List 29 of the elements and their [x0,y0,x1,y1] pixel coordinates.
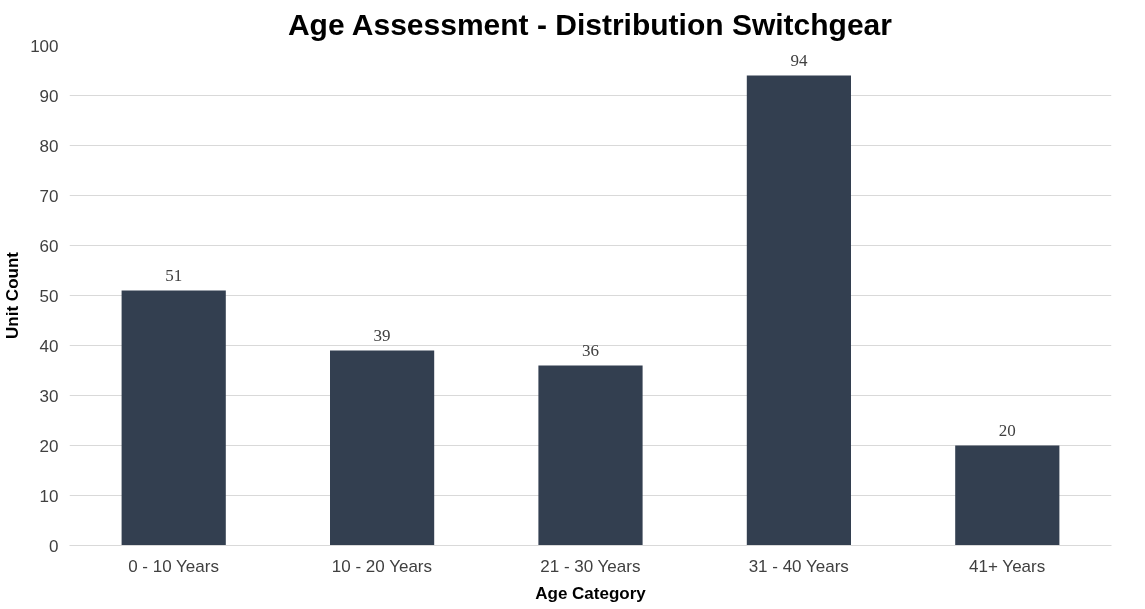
y-tick-label: 60 [39,236,59,256]
data-label: 94 [790,50,808,70]
y-tick-label: 40 [39,336,59,356]
x-tick-label: 21 - 30 Years [540,556,641,576]
bar [538,365,643,546]
x-tick-label: 0 - 10 Years [128,556,219,576]
data-label: 51 [165,265,183,285]
y-tick-label: 100 [30,36,59,56]
y-tick-label: 30 [39,386,59,406]
bar [121,290,226,546]
chart-title: Age Assessment - Distribution Switchgear [287,7,893,41]
y-tick-label: 90 [39,86,59,106]
y-axis-title: Unit Count [3,251,23,339]
bar [746,75,851,546]
y-tick-label: 20 [39,436,59,456]
x-axis-title: Age Category [535,583,647,603]
x-tick-label: 31 - 40 Years [748,556,849,576]
y-tick-label: 50 [39,286,59,306]
data-label: 36 [582,340,599,360]
y-tick-label: 0 [49,536,59,556]
data-label: 39 [373,325,391,345]
x-tick-label: 10 - 20 Years [331,556,433,576]
data-label: 20 [998,420,1016,440]
bar [330,350,435,546]
y-tick-label: 80 [39,136,59,156]
x-tick-label: 41+ Years [969,556,1046,576]
y-tick-label: 70 [39,186,59,206]
bar [955,445,1060,546]
y-tick-label: 10 [39,486,59,506]
